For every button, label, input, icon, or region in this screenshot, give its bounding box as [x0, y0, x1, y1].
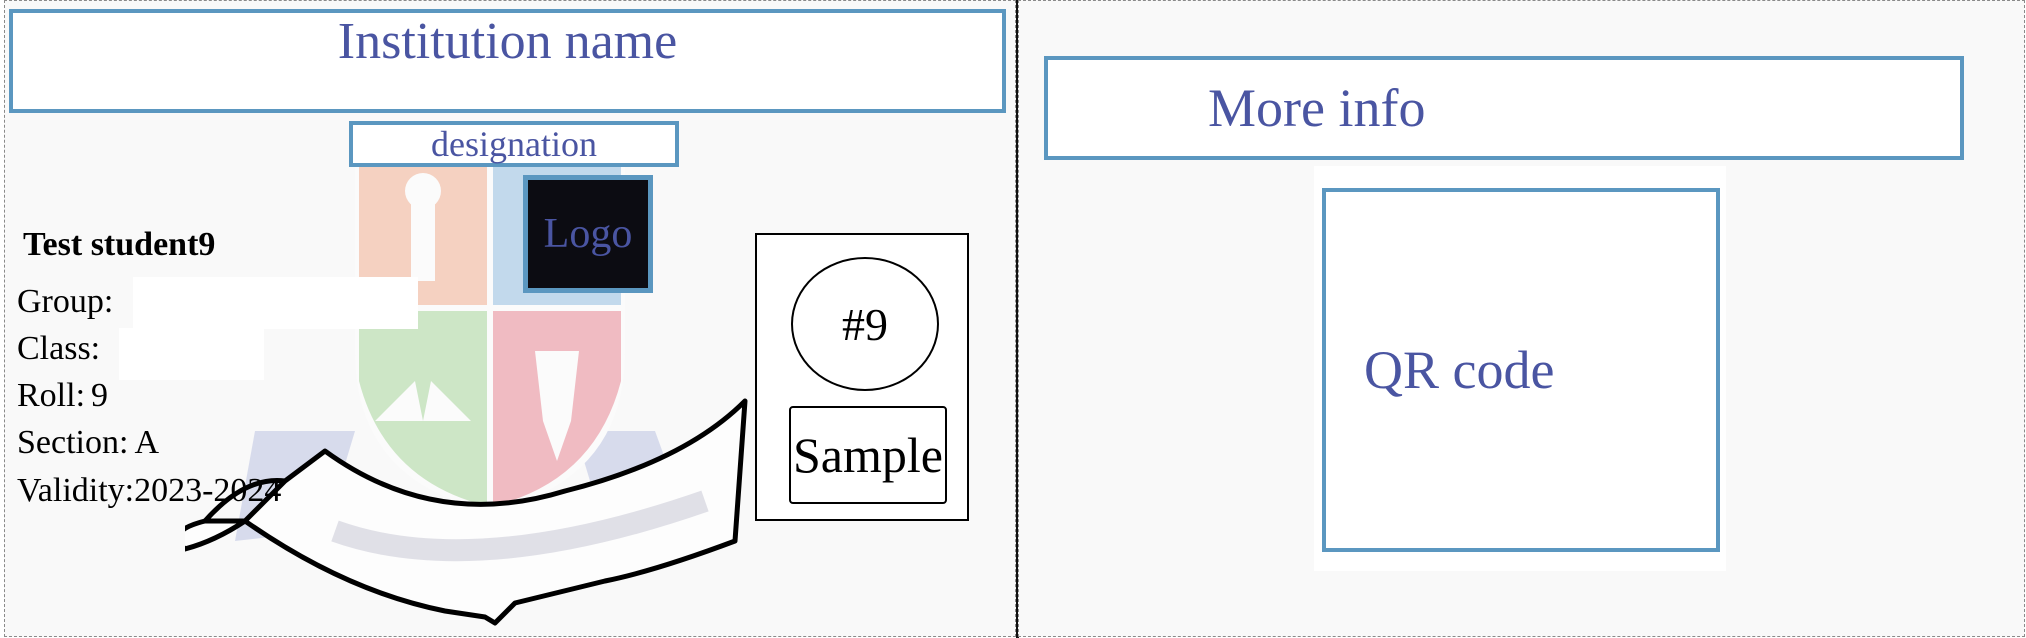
section-value: A: [134, 424, 159, 461]
card-divider: [1016, 0, 1019, 638]
group-row: Group:: [17, 283, 119, 321]
more-info-label: More info: [1044, 56, 1964, 160]
roll-value: 9: [91, 377, 109, 414]
group-label: Group:: [17, 283, 114, 320]
id-card-back: More info QR code: [1018, 0, 2025, 637]
logo-placeholder: Logo: [523, 175, 653, 293]
designation-label: designation: [349, 121, 679, 167]
ribbon-banner-icon: [185, 398, 748, 626]
qr-code-placeholder: QR code: [1322, 188, 1720, 552]
group-value-blank: [133, 277, 418, 329]
class-row: Class:: [17, 330, 106, 368]
id-card-front: Institution name designation Logo Test s…: [4, 0, 1016, 637]
class-label: Class:: [17, 330, 101, 367]
roll-label: Roll:: [17, 377, 86, 414]
institution-name: Institution name: [9, 9, 1006, 113]
student-name: Test student9: [23, 226, 216, 263]
validity-label: Validity:: [17, 472, 135, 509]
validity-row: Validity:2023-2024: [17, 472, 281, 510]
student-number-badge: #9: [791, 257, 939, 391]
roll-row: Roll: 9: [17, 377, 108, 415]
photo-sample-label: Sample: [789, 406, 947, 504]
section-row: Section: A: [17, 424, 159, 462]
class-value-blank: [119, 328, 264, 380]
section-label: Section:: [17, 424, 129, 461]
validity-value: 2023-2024: [134, 472, 282, 509]
